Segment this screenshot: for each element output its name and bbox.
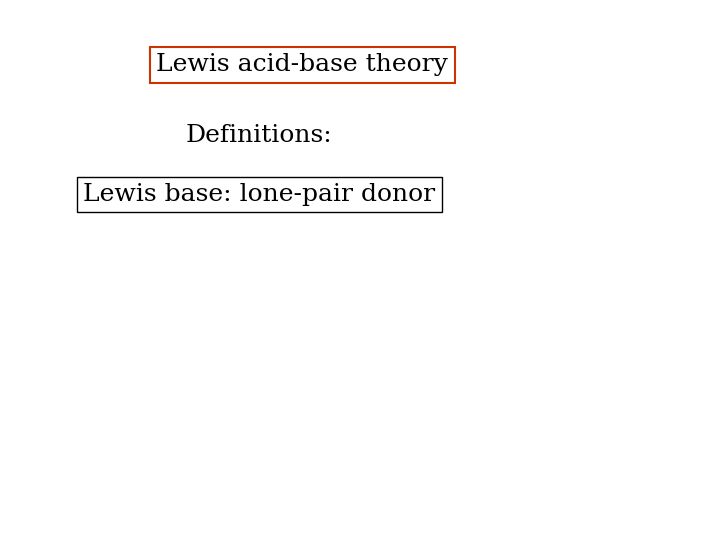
Text: Lewis acid-base theory: Lewis acid-base theory (156, 53, 449, 76)
Text: Definitions:: Definitions: (186, 124, 333, 146)
Text: Lewis base: lone-pair donor: Lewis base: lone-pair donor (83, 183, 436, 206)
